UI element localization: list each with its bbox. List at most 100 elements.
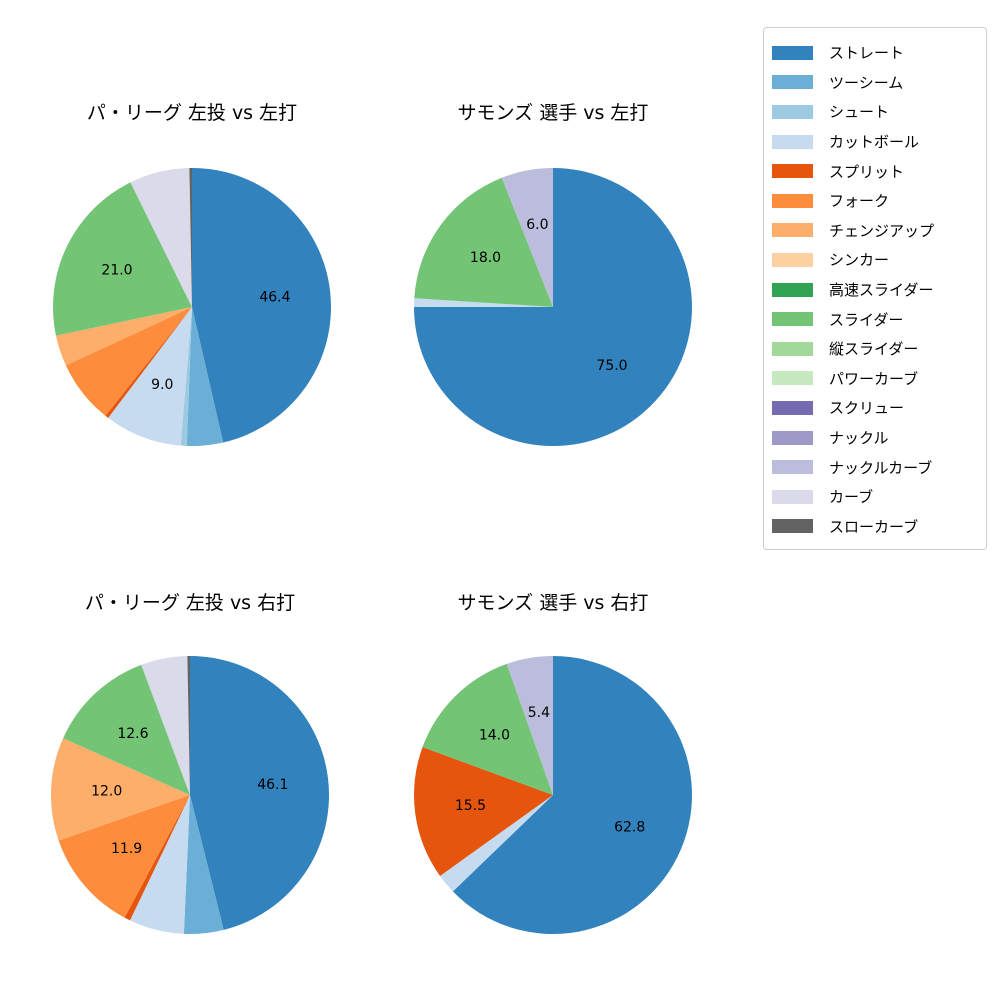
- legend-swatch-shuuto: [772, 104, 813, 119]
- legend-item-power-curve: パワーカーブ: [764, 364, 986, 394]
- legend-swatch-power-curve: [772, 371, 813, 386]
- pie-slice-two-seam: [186, 307, 224, 446]
- pie-slice-fork: [58, 795, 190, 918]
- legend-swatch-fork: [772, 193, 813, 208]
- legend-label: スローカーブ: [829, 517, 919, 536]
- pie-slice-slow-curve: [187, 655, 190, 795]
- pie-slice-value-label: 9.0: [151, 377, 173, 393]
- legend-swatch-vertical-slider: [772, 341, 813, 356]
- chart-title: パ・リーグ 左投 vs 左打: [86, 102, 298, 124]
- legend-label: シンカー: [829, 251, 890, 270]
- legend-item-changeup: チェンジアップ: [764, 216, 986, 246]
- legend-item-curve: カーブ: [764, 482, 986, 512]
- legend-label: ナックルカーブ: [829, 458, 933, 477]
- pie: 62.8 15.5 14.0 5.4: [414, 656, 693, 934]
- pie-chart-sammons-vs-rhb: サモンズ 選手 vs 右打 62.8 15.5 14.0 5.4: [403, 0, 703, 1000]
- legend-item-slow-curve: スローカーブ: [764, 512, 986, 542]
- legend-item-slider: スライダー: [764, 304, 986, 334]
- pie-slice-split: [124, 795, 190, 921]
- pie-slice-straight: [192, 168, 331, 443]
- pie-slice-fork: [65, 307, 192, 416]
- legend-swatch-cut-ball: [772, 134, 813, 149]
- pie-slice-value-label: 11.9: [111, 841, 142, 857]
- pie-slice-split: [414, 747, 553, 876]
- pie-slice-cut-ball: [440, 795, 553, 892]
- legend-swatch-two-seam: [772, 75, 813, 90]
- pie-slice-value-label: 12.0: [91, 783, 122, 799]
- chart-title: パ・リーグ 左投 vs 右打: [84, 592, 296, 614]
- legend-item-fork: フォーク: [764, 186, 986, 216]
- pie: 46.4 9.0 21.0: [53, 167, 331, 446]
- legend-swatch-fast-slider: [772, 282, 813, 297]
- chart-title: サモンズ 選手 vs 左打: [457, 102, 649, 124]
- pie-slice-knuckle-curve: [501, 168, 553, 307]
- legend-item-straight: ストレート: [764, 38, 986, 68]
- legend-swatch-screw: [772, 400, 813, 415]
- pie-slice-cut-ball: [108, 307, 192, 446]
- legend-item-sinker: シンカー: [764, 245, 986, 275]
- pie-slice-value-label: 46.1: [257, 777, 288, 793]
- pie-slice-value-label: 18.0: [470, 250, 501, 266]
- pie-slice-value-label: 14.0: [479, 728, 510, 744]
- legend-item-vertical-slider: 縦スライダー: [764, 334, 986, 364]
- pie-slice-value-label: 6.0: [526, 217, 548, 233]
- legend-swatch-split: [772, 164, 813, 179]
- pie-slice-changeup: [51, 738, 191, 841]
- pie-chart-pa-league-lhp-vs-lhb: パ・リーグ 左投 vs 左打 46.4 9.0 21.0: [42, 0, 342, 1000]
- legend-label: フォーク: [829, 192, 890, 211]
- legend-item-knuckle: ナックル: [764, 423, 986, 453]
- legend-swatch-slider: [772, 312, 813, 327]
- legend-swatch-sinker: [772, 252, 813, 267]
- pie-slice-two-seam: [183, 795, 224, 935]
- legend-swatch-curve: [772, 489, 813, 504]
- pie-slice-knuckle-curve: [506, 656, 553, 795]
- legend-item-cut-ball: カットボール: [764, 127, 986, 157]
- legend-label: カットボール: [829, 133, 920, 152]
- pie-slice-value-label: 46.4: [259, 290, 290, 306]
- legend-swatch-knuckle-curve: [772, 460, 813, 475]
- legend-label: ナックル: [829, 429, 889, 448]
- pie-slice-straight: [414, 168, 692, 446]
- pie-slice-value-label: 15.5: [455, 798, 486, 814]
- pie-slice-slider: [414, 177, 553, 307]
- pie-chart-sammons-vs-lhb: サモンズ 選手 vs 左打 75.0 18.0 6.0: [403, 0, 703, 1000]
- pie-slice-value-label: 75.0: [596, 358, 627, 374]
- pie-slice-value-label: 21.0: [101, 263, 132, 279]
- pie-slice-value-label: 5.4: [528, 705, 550, 721]
- pie: 46.1 11.9 12.0 12.6: [51, 655, 330, 935]
- chart-title: サモンズ 選手 vs 右打: [457, 592, 649, 614]
- pie-slice-split: [105, 307, 192, 418]
- legend-label: パワーカーブ: [829, 369, 919, 388]
- legend-label: ツーシーム: [829, 73, 904, 92]
- pie-slice-cut-ball: [413, 298, 553, 307]
- legend-item-two-seam: ツーシーム: [764, 68, 986, 98]
- legend-swatch-knuckle: [772, 430, 813, 445]
- legend-item-screw: スクリュー: [764, 393, 986, 423]
- pie-slice-straight: [190, 656, 330, 930]
- legend-label: ストレート: [829, 44, 905, 63]
- legend-swatch-straight: [772, 45, 813, 60]
- pie: 75.0 18.0 6.0: [413, 168, 692, 446]
- pie-chart-pa-league-lhp-vs-rhb: パ・リーグ 左投 vs 右打 46.1 11.9 12.0 12.6: [40, 0, 340, 1000]
- legend-item-fast-slider: 高速スライダー: [764, 275, 986, 305]
- legend-swatch-changeup: [772, 223, 813, 238]
- pie-slice-curve: [141, 656, 190, 795]
- pie-slice-changeup: [55, 307, 193, 366]
- pie-slice-value-label: 62.8: [614, 820, 645, 836]
- pie-slice-straight: [452, 656, 693, 934]
- pie-slice-shuuto: [180, 307, 192, 446]
- legend-item-shuuto: シュート: [764, 97, 986, 127]
- legend-label: 縦スライダー: [829, 340, 919, 359]
- legend-label: 高速スライダー: [829, 281, 934, 300]
- pie-slice-curve: [130, 168, 192, 307]
- legend-item-knuckle-curve: ナックルカーブ: [764, 452, 986, 482]
- legend-label: スライダー: [829, 310, 904, 329]
- pie-slice-slow-curve: [189, 167, 192, 307]
- legend: ストレート ツーシーム シュート カットボール スプリット フォーク チェンジアップ シンカー…: [763, 27, 987, 550]
- pie-slice-slider: [63, 664, 190, 795]
- pie-slice-cut-ball: [130, 795, 190, 934]
- legend-label: チェンジアップ: [829, 221, 935, 240]
- pie-slice-slider: [422, 663, 553, 795]
- legend-label: スクリュー: [829, 399, 905, 418]
- pie-slice-value-label: 12.6: [117, 726, 148, 742]
